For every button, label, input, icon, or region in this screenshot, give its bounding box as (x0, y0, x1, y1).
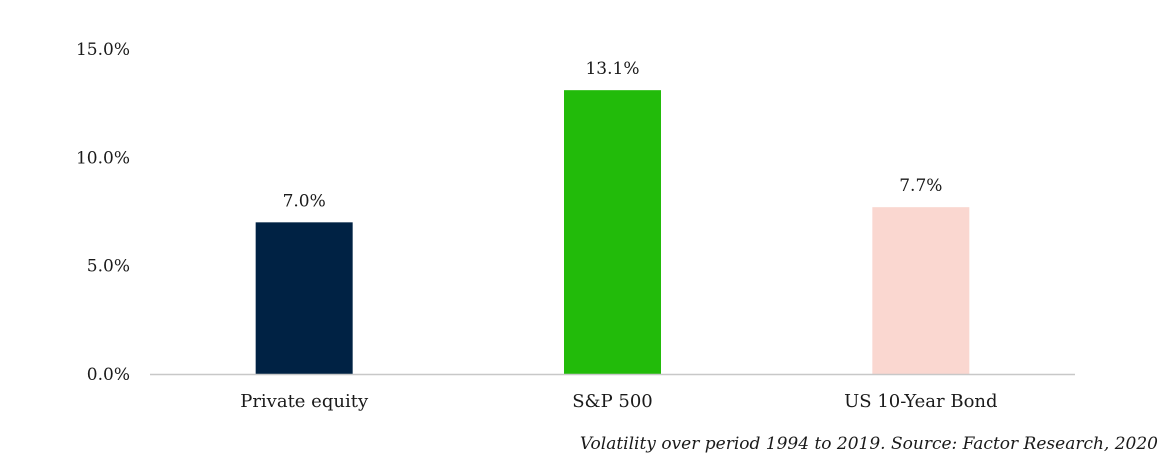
x-category-label: S&P 500 (572, 391, 653, 412)
category-labels: Private equity S&P 500 US 10-Year Bond (240, 391, 997, 412)
bar-data-label: 13.1% (585, 59, 639, 79)
source-note: Volatility over period 1994 to 2019. Sou… (579, 434, 1158, 454)
y-axis-ticks: 0.0% 5.0% 10.0% 15.0% (76, 40, 130, 385)
data-labels: 7.0% 13.1% 7.7% (283, 59, 943, 211)
y-tick-label: 0.0% (87, 365, 130, 385)
bar (872, 207, 970, 374)
bar (255, 222, 353, 374)
bar-data-label: 7.0% (283, 191, 326, 211)
x-category-label: US 10-Year Bond (844, 391, 997, 412)
bars (255, 90, 970, 375)
bar-data-label: 7.7% (899, 176, 942, 196)
bar (564, 90, 661, 375)
y-tick-label: 5.0% (87, 257, 130, 277)
y-tick-label: 15.0% (76, 40, 130, 60)
x-category-label: Private equity (240, 391, 369, 412)
y-tick-label: 10.0% (76, 148, 130, 168)
